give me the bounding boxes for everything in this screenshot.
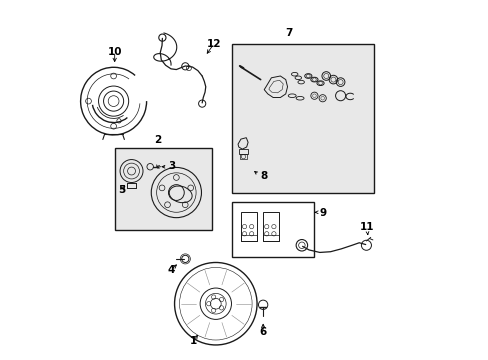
Bar <box>263 234 279 241</box>
Text: 5: 5 <box>118 185 125 195</box>
Bar <box>241 212 257 241</box>
Text: 9: 9 <box>319 208 325 218</box>
Bar <box>263 212 279 241</box>
Bar <box>231 202 314 257</box>
Text: 3: 3 <box>168 161 175 171</box>
Text: 11: 11 <box>360 222 374 232</box>
Bar <box>241 234 257 241</box>
Bar <box>231 44 373 193</box>
Text: 1: 1 <box>189 336 197 346</box>
Text: 12: 12 <box>206 39 221 49</box>
Text: 10: 10 <box>107 46 122 57</box>
Bar <box>115 148 212 230</box>
Bar <box>239 149 247 154</box>
Bar <box>240 154 246 159</box>
Text: 4: 4 <box>167 265 174 275</box>
Text: 7: 7 <box>285 28 292 38</box>
Text: 2: 2 <box>154 135 161 145</box>
Text: 6: 6 <box>259 327 266 337</box>
Text: 8: 8 <box>260 171 267 181</box>
